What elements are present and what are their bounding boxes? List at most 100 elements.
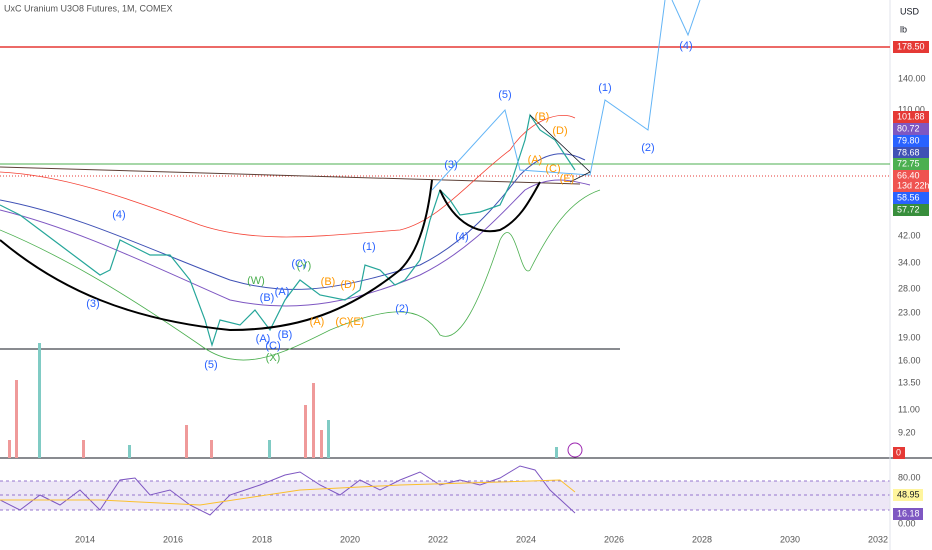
wave-label: (C) xyxy=(265,340,280,352)
badge-label: 57.72 xyxy=(897,204,920,214)
badge-label: 80.72 xyxy=(897,123,920,133)
price-label: 28.00 xyxy=(898,283,921,293)
wave-labels: (4) (1) (5) (2) (3) (4) (4) (1) (3) (2) … xyxy=(86,40,692,371)
wave-label: (B) xyxy=(321,276,336,288)
time-label: 2032 xyxy=(868,534,888,544)
countdown: 13d 22h xyxy=(897,180,930,190)
volume xyxy=(8,343,558,458)
badge xyxy=(893,170,929,192)
volume-bar xyxy=(268,440,271,458)
volume-bar xyxy=(185,425,188,458)
volume-bar xyxy=(8,440,11,458)
wave-label: (Y) xyxy=(297,260,312,272)
badge-label: 101.88 xyxy=(897,111,925,121)
wave-label: (2) xyxy=(641,142,654,154)
badge xyxy=(893,147,929,159)
wave-label: (D) xyxy=(552,125,567,137)
unit-label[interactable]: USD xyxy=(900,6,920,16)
time-label: 2026 xyxy=(604,534,624,544)
volume-bar xyxy=(555,447,558,458)
price-series xyxy=(0,113,576,348)
upper-band xyxy=(0,114,576,238)
triangle xyxy=(529,114,591,183)
wave-label: (4) xyxy=(679,40,692,52)
event-icon[interactable] xyxy=(567,442,583,458)
price-label: 23.00 xyxy=(898,307,921,317)
wave-label: (3) xyxy=(86,298,99,310)
moving-average xyxy=(0,153,586,290)
wave-label: (C) xyxy=(335,316,350,328)
wave-label: (2) xyxy=(395,303,408,315)
wave-label: (A) xyxy=(256,333,271,345)
volume-bar xyxy=(15,380,18,458)
price-label: 34.00 xyxy=(898,257,921,267)
rsi-axis: 80.00 0.00 48.95 16.18 xyxy=(893,472,923,528)
badge xyxy=(893,489,923,501)
projection xyxy=(431,0,666,191)
volume-bar xyxy=(312,383,315,458)
time-label: 2030 xyxy=(780,534,800,544)
wave-label: (5) xyxy=(498,89,511,101)
volume-bar xyxy=(82,440,85,458)
wave-label: (X) xyxy=(266,352,281,364)
wave-label: (B) xyxy=(278,329,293,341)
time-label: 2018 xyxy=(252,534,272,544)
volume-bar xyxy=(320,430,323,458)
time-axis: 2014 2016 2018 2020 2022 2024 2026 2028 … xyxy=(75,534,888,544)
wave-label: (B) xyxy=(260,292,275,304)
volume-bar xyxy=(304,405,307,458)
rsi-line xyxy=(0,465,576,516)
badge xyxy=(893,204,929,216)
badge xyxy=(893,135,929,147)
wave-label: (D) xyxy=(340,279,355,291)
volume-bar xyxy=(327,420,330,458)
wave-label: (4) xyxy=(112,209,125,221)
cup-curve xyxy=(439,181,541,233)
trend-line xyxy=(0,166,581,185)
wave-label: (C) xyxy=(545,163,560,175)
badge-label: 0 xyxy=(896,447,901,457)
wave-label: (E) xyxy=(350,316,365,328)
wave-label: (A) xyxy=(275,286,290,298)
price-label: 140.00 xyxy=(898,73,926,83)
price-label: 16.00 xyxy=(898,355,921,365)
wave-label: (C) xyxy=(291,258,306,270)
wave-label: (1) xyxy=(598,82,611,94)
volume-bar xyxy=(38,343,41,458)
wave-label: (5) xyxy=(204,359,217,371)
volume-bar xyxy=(128,445,131,458)
badge xyxy=(893,123,929,135)
wave-label: (4) xyxy=(455,231,468,243)
cup-curve xyxy=(0,179,433,332)
wave-label: (1) xyxy=(362,241,375,253)
time-label: 2014 xyxy=(75,534,95,544)
badge-label: 66.40 xyxy=(897,170,920,180)
badge-label: 79.80 xyxy=(897,135,920,145)
price-label: 11.00 xyxy=(898,404,920,414)
time-label: 2016 xyxy=(163,534,183,544)
wave-label: (E) xyxy=(560,173,575,185)
badge xyxy=(893,192,929,204)
badge-label: 16.18 xyxy=(897,508,920,518)
unit-label[interactable]: lb xyxy=(900,24,907,34)
volume-bar xyxy=(210,440,213,458)
price-badges: 178.50 101.88 80.72 79.80 78.68 72.75 66… xyxy=(893,41,930,459)
price-label: 42.00 xyxy=(898,230,921,240)
price-label: 19.00 xyxy=(898,332,921,342)
price-label: 13.50 xyxy=(898,377,921,387)
price-label: 110.00 xyxy=(898,104,925,114)
badge-label: 48.95 xyxy=(897,489,920,499)
price-label: 9.20 xyxy=(898,427,916,437)
badge xyxy=(893,41,929,53)
time-label: 2028 xyxy=(692,534,712,544)
rsi-ma xyxy=(0,479,576,506)
badge xyxy=(893,158,929,170)
wave-label: (W) xyxy=(247,275,265,287)
wave-label: (3) xyxy=(444,159,457,171)
lower-band xyxy=(0,189,601,361)
wave-label: (A) xyxy=(310,316,325,328)
time-label: 2024 xyxy=(516,534,536,544)
time-label: 2022 xyxy=(428,534,448,544)
